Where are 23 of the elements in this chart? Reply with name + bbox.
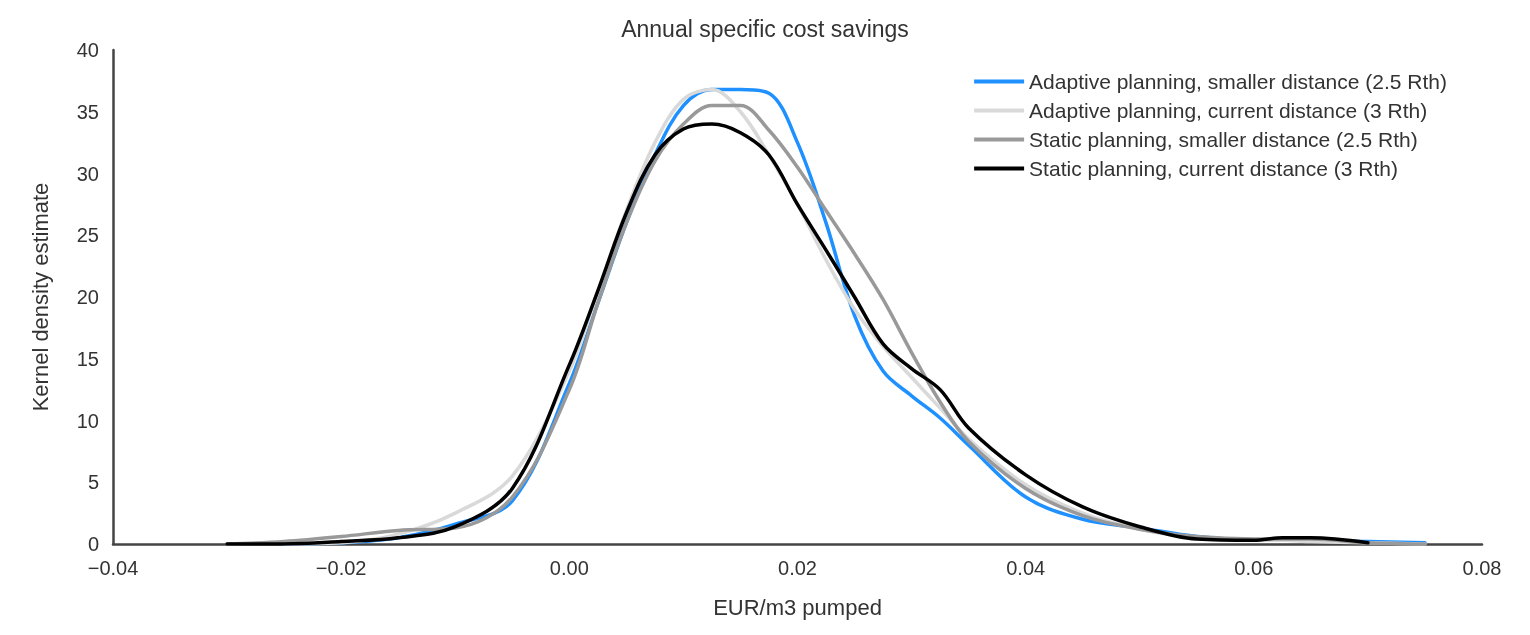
x-tick-label: −0.02 <box>315 557 367 579</box>
legend-label: Static planning, current distance (3 Rth) <box>1029 157 1398 180</box>
legend-label: Adaptive planning, current distance (3 Rth) <box>1029 99 1428 122</box>
y-tick-label: 5 <box>87 471 99 494</box>
y-tick-label: 25 <box>76 224 99 247</box>
x-tick-label: 0.04 <box>1006 557 1046 579</box>
y-tick-label: 35 <box>76 100 99 123</box>
y-tick-label: 15 <box>76 347 99 370</box>
y-tick-label: 20 <box>76 286 99 308</box>
y-tick-label: 10 <box>76 409 99 432</box>
x-tick-label: 0.02 <box>778 557 817 579</box>
x-tick-label: 0.00 <box>549 557 589 579</box>
legend-label: Adaptive planning, smaller distance (2.5 Rth) <box>1029 70 1447 93</box>
y-tick-label: 30 <box>76 162 99 185</box>
legend-label: Static planning, smaller distance (2.5 Rth) <box>1029 128 1418 151</box>
x-tick-label: −0.04 <box>87 557 139 579</box>
y-axis-title: Kernel density estimate <box>27 182 53 412</box>
x-tick-label: 0.06 <box>1234 557 1274 579</box>
y-tick-label: 0 <box>87 533 99 555</box>
x-axis-title: EUR/m3 pumped <box>713 594 882 620</box>
y-tick-label: 40 <box>76 39 99 61</box>
chart-title: Annual specific cost savings <box>621 15 909 42</box>
x-tick-label: 0.08 <box>1462 557 1502 579</box>
